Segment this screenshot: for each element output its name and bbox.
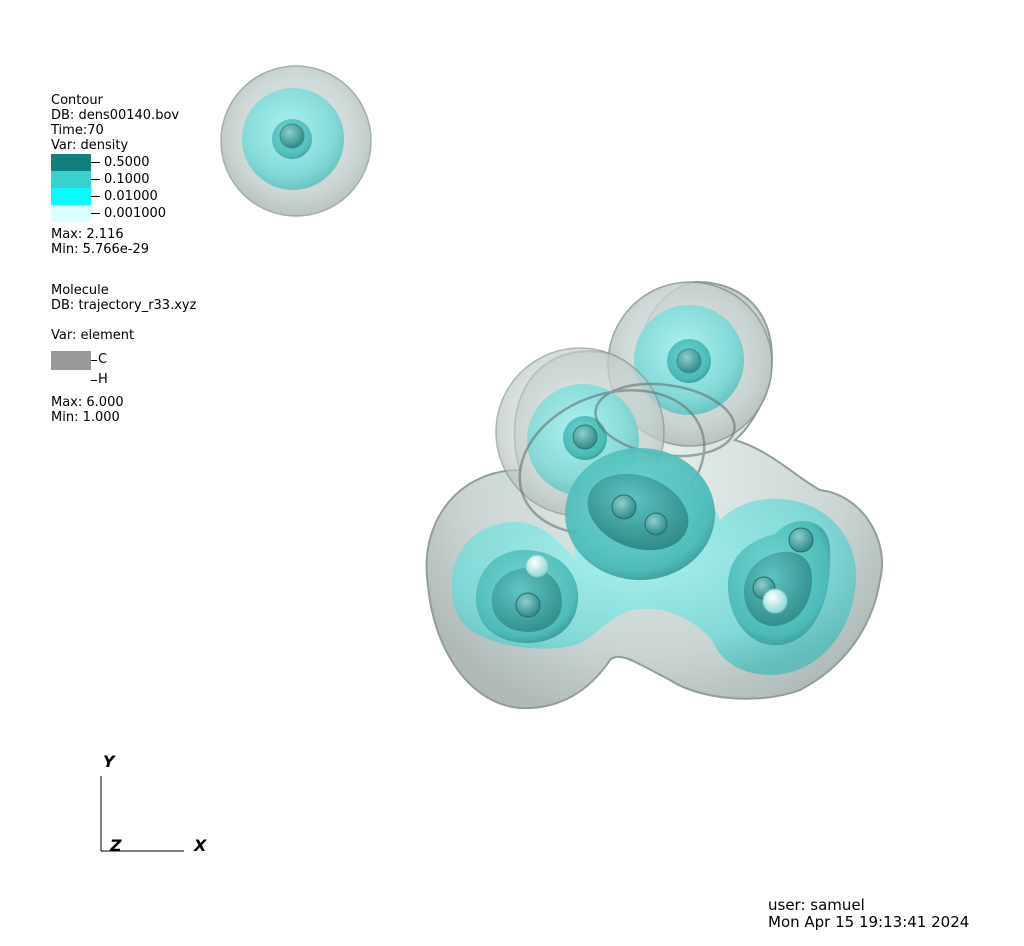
isolated-atom-density [220, 65, 372, 217]
contour-legend: Contour DB: dens00140.bov Time:70 Var: d… [51, 93, 179, 257]
contour-plot-type: Contour [51, 93, 103, 108]
contour-level-row: 0.01000 [51, 188, 179, 205]
z-axis-label: Z [110, 836, 122, 855]
y-axis-label: Y [103, 752, 115, 771]
right-atom-density [727, 520, 831, 646]
contour-level-tick [91, 179, 100, 180]
molecule-legend: Molecule DB: trajectory_r33.xyz Var: ele… [51, 283, 196, 425]
contour-var: Var: density [51, 138, 129, 153]
contour-level-tick [91, 162, 100, 163]
contour-level-swatch [51, 154, 91, 171]
element-swatch-c [51, 351, 91, 370]
contour-level-label: 0.1000 [104, 172, 150, 187]
contour-level-tick [91, 213, 100, 214]
center-bond-density [565, 448, 715, 580]
contour-time: Time:70 [51, 123, 104, 138]
contour-db: DB: dens00140.bov [51, 108, 180, 123]
contour-level-swatch [51, 188, 91, 205]
molecule-var: Var: element [51, 328, 135, 343]
element-tick [91, 380, 97, 381]
contour-level-row: 0.1000 [51, 171, 179, 188]
contour-min: Min: 5.766e-29 [51, 242, 150, 257]
contour-level-row: 0.5000 [51, 154, 179, 171]
x-axis-label: X [194, 836, 207, 855]
contour-level-label: 0.5000 [104, 155, 150, 170]
contour-level-swatch [51, 205, 91, 222]
left-atom-density [475, 549, 579, 644]
contour-level-swatch [51, 171, 91, 188]
element-tick [91, 360, 97, 361]
molecule-plot-type: Molecule [51, 283, 109, 298]
element-label-h: H [98, 372, 108, 387]
molecule-db: DB: trajectory_r33.xyz [51, 298, 197, 313]
element-swatch-h [51, 370, 91, 389]
contour-max: Max: 2.116 [51, 227, 124, 242]
user-label: user: samuel [768, 896, 865, 914]
molecule-min: Min: 1.000 [51, 410, 120, 425]
contour-level-label: 0.001000 [104, 206, 167, 221]
molecule-max: Max: 6.000 [51, 395, 124, 410]
axis-triad [100, 776, 184, 852]
contour-level-row: 0.001000 [51, 205, 179, 222]
timestamp-label: Mon Apr 15 19:13:41 2024 [768, 913, 970, 931]
element-list: C H [51, 343, 196, 389]
contour-level-label: 0.01000 [104, 189, 158, 204]
contour-level-tick [91, 196, 100, 197]
element-label-c: C [98, 352, 108, 367]
